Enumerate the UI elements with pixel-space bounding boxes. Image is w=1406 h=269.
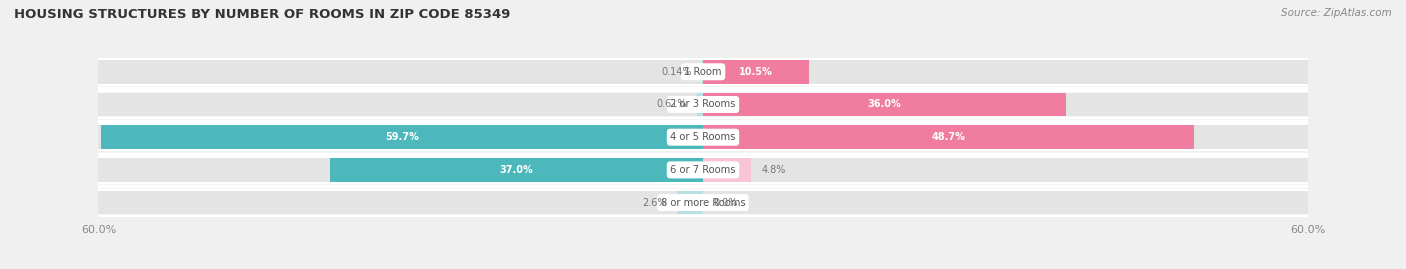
Bar: [330, 158, 703, 182]
Text: 0.0%: 0.0%: [713, 198, 738, 208]
Bar: [703, 93, 1066, 116]
Text: 48.7%: 48.7%: [931, 132, 966, 142]
Bar: [98, 125, 703, 149]
FancyBboxPatch shape: [98, 157, 1308, 183]
Text: Source: ZipAtlas.com: Source: ZipAtlas.com: [1281, 8, 1392, 18]
Text: 1 Room: 1 Room: [685, 67, 721, 77]
Text: 36.0%: 36.0%: [868, 100, 901, 109]
Bar: [98, 60, 703, 84]
Bar: [703, 60, 1308, 84]
Text: 0.61%: 0.61%: [657, 100, 686, 109]
Bar: [703, 191, 1308, 214]
FancyBboxPatch shape: [98, 124, 1308, 150]
Text: HOUSING STRUCTURES BY NUMBER OF ROOMS IN ZIP CODE 85349: HOUSING STRUCTURES BY NUMBER OF ROOMS IN…: [14, 8, 510, 21]
Bar: [101, 125, 703, 149]
Bar: [703, 158, 1308, 182]
Text: 59.7%: 59.7%: [385, 132, 419, 142]
Text: 10.5%: 10.5%: [740, 67, 773, 77]
FancyBboxPatch shape: [98, 190, 1308, 216]
Text: 37.0%: 37.0%: [499, 165, 533, 175]
Bar: [703, 125, 1194, 149]
Bar: [697, 93, 703, 116]
FancyBboxPatch shape: [98, 59, 1308, 85]
Bar: [98, 191, 703, 214]
Text: 6 or 7 Rooms: 6 or 7 Rooms: [671, 165, 735, 175]
Bar: [703, 93, 1308, 116]
FancyBboxPatch shape: [98, 91, 1308, 118]
Text: 0.14%: 0.14%: [661, 67, 692, 77]
Text: 2 or 3 Rooms: 2 or 3 Rooms: [671, 100, 735, 109]
Bar: [98, 158, 703, 182]
Bar: [703, 158, 751, 182]
Text: 4 or 5 Rooms: 4 or 5 Rooms: [671, 132, 735, 142]
Text: 4.8%: 4.8%: [762, 165, 786, 175]
Bar: [98, 93, 703, 116]
Bar: [676, 191, 703, 214]
Bar: [702, 60, 703, 84]
Text: 8 or more Rooms: 8 or more Rooms: [661, 198, 745, 208]
Bar: [703, 125, 1308, 149]
Bar: [703, 60, 808, 84]
Text: 2.6%: 2.6%: [643, 198, 666, 208]
